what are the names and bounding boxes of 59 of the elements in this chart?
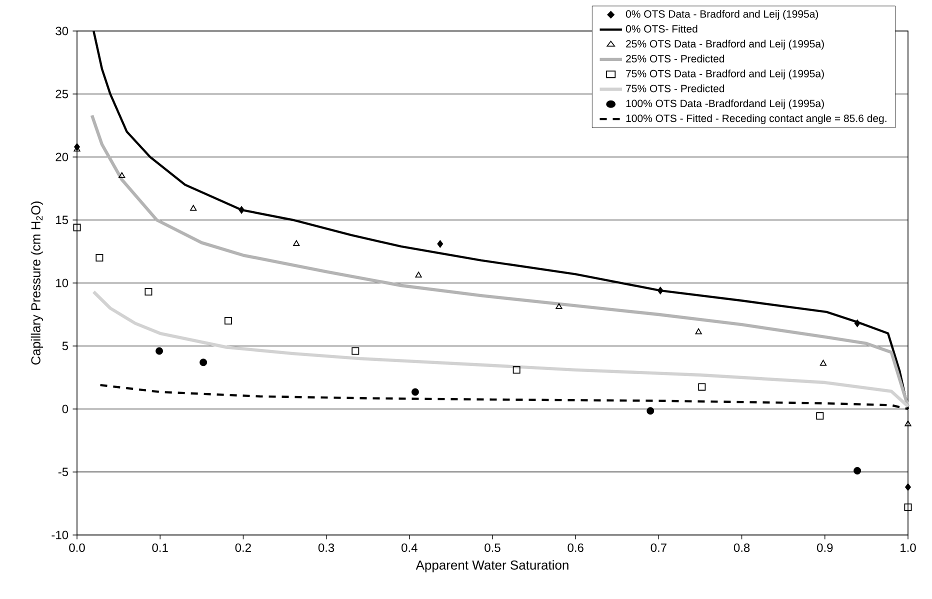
y-tick-label: 15 <box>56 216 68 224</box>
x-tick-label: 0.0 <box>69 543 85 552</box>
y-tick-label: 10 <box>56 278 68 288</box>
point <box>646 407 654 415</box>
x-tick-label: 0.6 <box>568 543 584 552</box>
point <box>352 347 360 355</box>
point <box>695 328 702 334</box>
point <box>156 347 164 355</box>
x-tick-label: 0.7 <box>650 543 666 552</box>
point <box>437 240 444 248</box>
x-tick-label: 0.1 <box>152 543 168 552</box>
legend-label: 75% OTS Data - Bradford and Leij (1995a) <box>626 70 824 80</box>
point <box>820 360 827 366</box>
legend-label: 100% OTS - Fitted - Receding contact angle = 85.6 deg. <box>626 114 886 124</box>
legend-label: 75% OTS - Predicted <box>626 84 724 92</box>
x-tick-label: 0.5 <box>484 543 500 552</box>
x-tick-label: 0.3 <box>318 543 334 552</box>
point <box>415 272 422 278</box>
legend-label: 0% OTS Data - Bradford and Leij (1995a) <box>626 10 818 20</box>
x-tick-label: 0.9 <box>817 543 833 552</box>
point <box>854 466 862 474</box>
legend-label: 25% OTS Data - Bradford and Leij (1995a) <box>626 40 824 50</box>
line-series <box>92 290 910 408</box>
x-tick-label: 0.2 <box>235 543 251 552</box>
point <box>144 288 152 296</box>
point <box>411 388 419 396</box>
y-tick-label: 25 <box>56 90 68 98</box>
point <box>73 224 81 232</box>
point <box>96 254 104 262</box>
x-tick-label: 1.0 <box>900 543 916 552</box>
y-tick-label: 30 <box>56 26 68 36</box>
y-tick-label: 0 <box>62 404 68 414</box>
point <box>118 172 126 178</box>
y-axis-title: Capillary Pressure (cm H$_{2}$O) <box>30 202 43 365</box>
point <box>905 483 911 491</box>
point <box>657 286 664 294</box>
point <box>904 504 912 512</box>
point <box>293 240 300 246</box>
y-tick-label: 5 <box>62 342 68 350</box>
point <box>854 320 860 328</box>
legend-label: 25% OTS - Predicted <box>626 54 724 62</box>
x-axis-title: Apparent Water Saturation <box>416 560 568 572</box>
point <box>190 204 197 211</box>
point <box>904 420 912 426</box>
point <box>512 366 520 374</box>
line-series <box>90 114 910 408</box>
point <box>556 303 562 310</box>
point <box>816 412 824 420</box>
point <box>200 358 208 366</box>
y-tick-label: -10 <box>52 530 68 540</box>
legend-label: 0% OTS- Fitted <box>626 24 698 33</box>
point <box>238 206 244 214</box>
y-tick-label: 20 <box>56 152 68 162</box>
y-tick-label: -5 <box>58 468 68 476</box>
x-tick-label: 0.8 <box>734 543 750 552</box>
point <box>224 317 232 325</box>
point <box>698 383 706 391</box>
legend-label: 100% OTS Data -Bradfordand Leij (1995a) <box>626 99 824 110</box>
x-tick-label: 0.4 <box>402 543 418 552</box>
